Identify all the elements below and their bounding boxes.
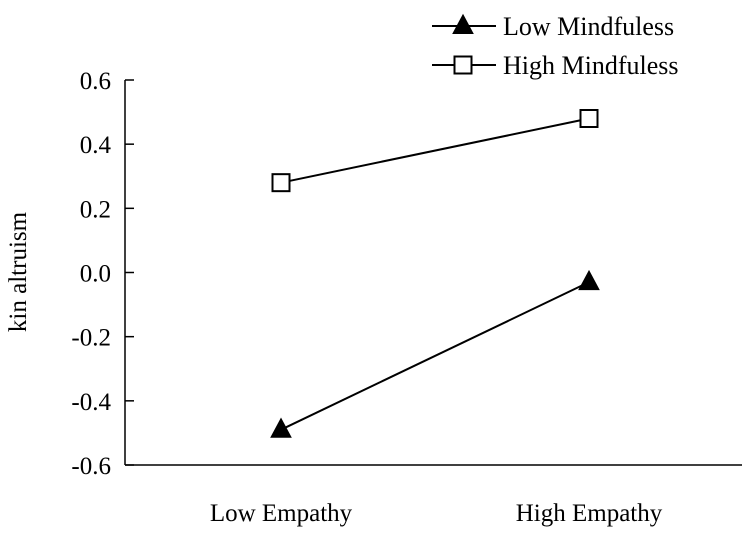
square-marker xyxy=(271,173,291,193)
y-ticks: 0.6 0.4 0.2 0.0 -0.2 -0.4 -0.6 xyxy=(71,68,134,480)
triangle-marker xyxy=(578,269,600,291)
y-axis-title: kin altruism xyxy=(5,211,32,332)
y-tick-label: -0.4 xyxy=(71,389,111,416)
series-line xyxy=(280,281,590,431)
series-line xyxy=(280,117,590,184)
series-low-mindfulness xyxy=(270,269,600,438)
legend-entry: High Mindfuless xyxy=(432,51,679,80)
legend-entry: Low Mindfuless xyxy=(432,12,674,41)
x-ticks: Low Empathy High Empathy xyxy=(210,500,663,527)
x-tick-label: Low Empathy xyxy=(210,500,353,527)
series-layer xyxy=(270,109,600,438)
x-tick-label: High Empathy xyxy=(516,500,663,527)
triangle-marker xyxy=(270,417,292,438)
legend: Low Mindfuless High Mindfuless xyxy=(432,12,679,80)
square-marker xyxy=(579,109,599,128)
legend-label: Low Mindfuless xyxy=(503,12,674,41)
legend-triangle-marker xyxy=(452,13,474,35)
y-tick-label: -0.6 xyxy=(71,453,111,480)
y-tick-label: 0.2 xyxy=(80,196,111,223)
legend-label: High Mindfuless xyxy=(503,51,679,80)
y-tick-label: 0.0 xyxy=(80,261,111,288)
y-tick-label: -0.2 xyxy=(71,325,111,352)
y-tick-label: 0.4 xyxy=(80,132,112,159)
y-tick-label: 0.6 xyxy=(80,68,111,95)
axes xyxy=(124,80,742,466)
legend-square-marker xyxy=(453,55,473,75)
series-high-mindfulness xyxy=(271,109,599,193)
